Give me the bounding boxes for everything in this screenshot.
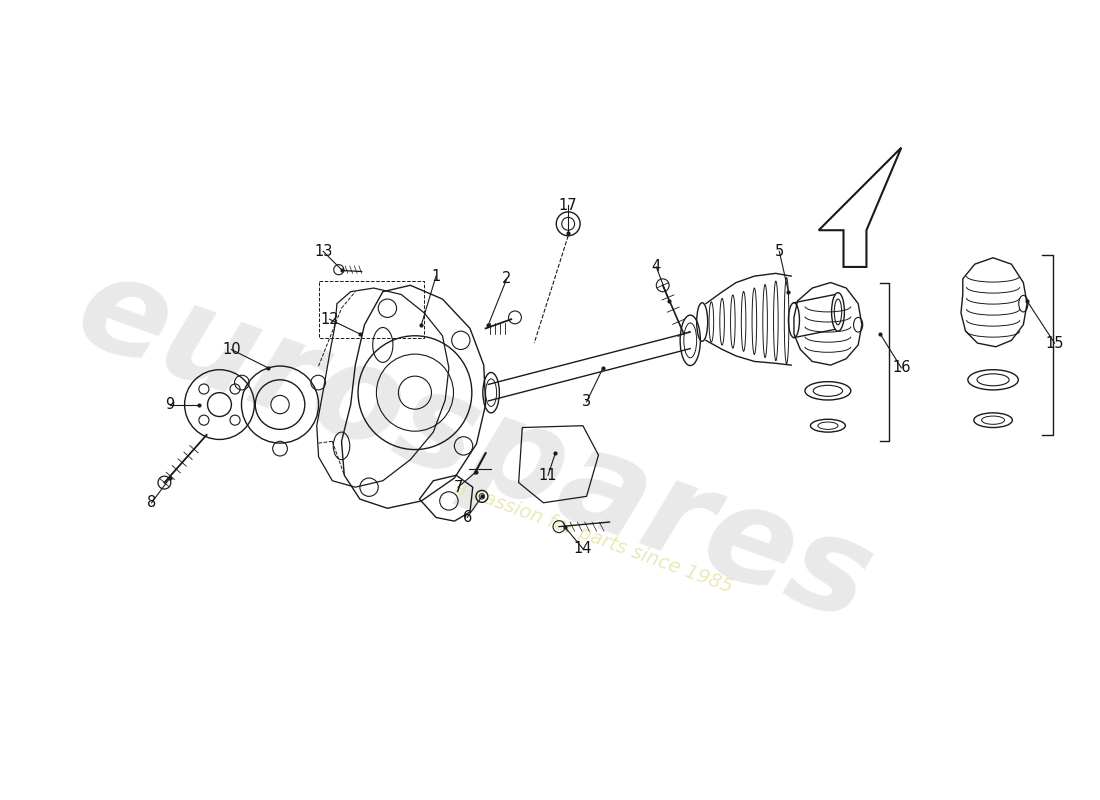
Text: 13: 13	[314, 244, 332, 259]
Text: 14: 14	[573, 541, 592, 556]
Text: 16: 16	[892, 360, 911, 375]
Text: a passion for parts since 1985: a passion for parts since 1985	[452, 478, 736, 597]
Text: 12: 12	[320, 312, 339, 326]
Text: 6: 6	[463, 510, 472, 525]
Text: 15: 15	[1045, 336, 1064, 350]
Text: 9: 9	[165, 397, 175, 412]
Text: 2: 2	[502, 271, 512, 286]
Text: 1: 1	[431, 269, 441, 284]
Text: 5: 5	[774, 244, 784, 259]
Text: eurospares: eurospares	[60, 243, 889, 648]
Text: 8: 8	[147, 495, 156, 510]
Text: 4: 4	[651, 259, 661, 274]
Text: 7: 7	[453, 480, 463, 494]
Text: 17: 17	[559, 198, 578, 213]
Text: 10: 10	[222, 342, 241, 357]
Text: 11: 11	[539, 468, 558, 482]
Text: 3: 3	[582, 394, 591, 410]
